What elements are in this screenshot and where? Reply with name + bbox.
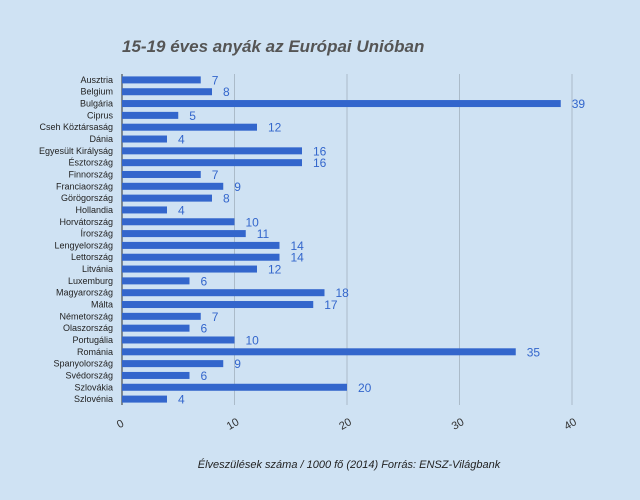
value-label: 8 <box>223 192 230 206</box>
category-label: Lengyelország <box>54 240 113 250</box>
value-label: 12 <box>268 263 282 277</box>
value-label: 6 <box>201 274 208 288</box>
bar <box>122 218 235 226</box>
value-label: 9 <box>234 357 241 371</box>
value-label: 4 <box>178 393 185 407</box>
category-label: Svédország <box>65 370 113 380</box>
x-axis-label: Élveszülések száma / 1000 fő (2014) Forr… <box>198 458 501 471</box>
category-label: Belgium <box>80 87 113 97</box>
x-tick-label: 0 <box>115 418 126 431</box>
category-label: Bulgária <box>80 99 113 109</box>
value-label: 10 <box>246 215 260 229</box>
value-label: 16 <box>313 156 327 170</box>
category-label: Észtország <box>68 158 113 168</box>
bar <box>122 312 201 320</box>
bar <box>122 100 561 108</box>
x-tick-label: 30 <box>450 416 467 433</box>
bar <box>122 159 302 167</box>
category-label: Franciaország <box>56 181 113 191</box>
value-label: 35 <box>527 345 541 359</box>
value-label: 12 <box>268 121 282 135</box>
bars <box>122 76 561 403</box>
category-label: Lettország <box>71 252 113 262</box>
category-label: Spanyolország <box>53 359 113 369</box>
bar <box>122 348 516 356</box>
value-label: 8 <box>223 85 230 99</box>
value-label: 16 <box>313 144 327 158</box>
value-label: 18 <box>336 286 350 300</box>
value-label: 9 <box>234 180 241 194</box>
category-label: Horvátország <box>59 217 113 227</box>
category-label: Málta <box>91 300 113 310</box>
value-label: 6 <box>201 369 208 383</box>
bar <box>122 88 212 96</box>
bar <box>122 241 280 249</box>
value-label: 10 <box>246 333 260 347</box>
value-label: 14 <box>291 251 305 265</box>
bar <box>122 277 190 285</box>
x-tick-label: 40 <box>562 416 579 433</box>
bar <box>122 360 224 368</box>
bar <box>122 123 257 131</box>
bar <box>122 253 280 261</box>
bar <box>122 336 235 344</box>
bar <box>122 230 246 238</box>
category-label: Szlovákia <box>74 382 113 392</box>
chart-title: 15-19 éves anyák az Európai Unióban <box>122 37 424 56</box>
category-label: Dánia <box>89 134 113 144</box>
category-label: Ciprus <box>87 110 114 120</box>
bar <box>122 135 167 143</box>
value-label: 14 <box>291 239 305 253</box>
category-label: Hollandia <box>75 205 113 215</box>
bar <box>122 395 167 403</box>
bar <box>122 265 257 273</box>
value-label: 7 <box>212 73 219 87</box>
category-label: Cseh Köztársaság <box>39 122 113 132</box>
value-label: 4 <box>178 133 185 147</box>
value-label: 20 <box>358 381 372 395</box>
x-tick-label: 20 <box>337 416 354 433</box>
bar <box>122 111 179 119</box>
category-label: Portugália <box>72 335 113 345</box>
bar <box>122 147 302 155</box>
bar <box>122 194 212 202</box>
category-label: Litvánia <box>82 264 113 274</box>
bar <box>122 301 314 309</box>
bar <box>122 206 167 214</box>
bar <box>122 76 201 84</box>
category-label: Németország <box>59 311 113 321</box>
value-label: 7 <box>212 168 219 182</box>
value-label: 11 <box>257 227 270 241</box>
value-label: 17 <box>324 298 338 312</box>
bar <box>122 371 190 379</box>
category-label: Szlovénia <box>74 394 113 404</box>
category-label: Magyarország <box>56 288 113 298</box>
category-label: Görögország <box>61 193 113 203</box>
grid-lines <box>121 74 573 405</box>
category-label: Egyesült Királyság <box>39 146 113 156</box>
value-label: 7 <box>212 310 219 324</box>
value-label: 39 <box>572 97 586 111</box>
x-tick-label: 10 <box>225 416 242 433</box>
value-label: 6 <box>201 322 208 336</box>
bar <box>122 170 201 178</box>
value-label: 4 <box>178 203 185 217</box>
category-label: Ausztria <box>80 75 113 85</box>
value-label: 5 <box>189 109 196 123</box>
category-label: Finnország <box>68 169 113 179</box>
bar <box>122 289 325 297</box>
value-labels: 7839512416167984101114141261817761035962… <box>178 73 585 406</box>
category-label: Olaszország <box>63 323 113 333</box>
category-label: Románia <box>77 347 113 357</box>
category-label: Luxemburg <box>68 276 113 286</box>
x-axis-ticks: 0 10 20 30 40 <box>115 416 579 433</box>
bar <box>122 324 190 332</box>
category-label: Írország <box>80 229 113 239</box>
bar <box>122 383 347 391</box>
bar <box>122 182 224 190</box>
